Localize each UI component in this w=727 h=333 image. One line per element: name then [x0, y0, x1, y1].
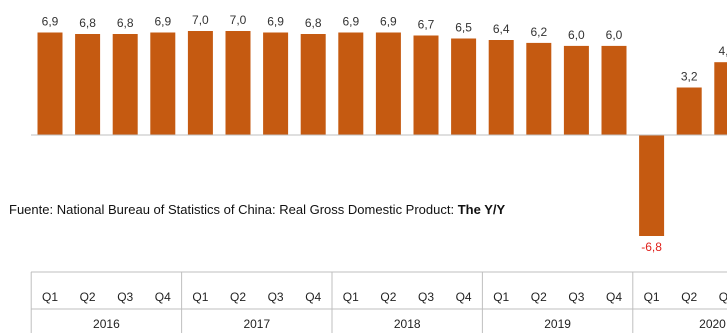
bar [526, 42, 552, 135]
bar [563, 45, 589, 135]
data-label: -6,8 [641, 240, 662, 254]
x-tick-label: Q3 [117, 290, 133, 304]
x-tick-label: Q1 [493, 290, 509, 304]
bar [263, 32, 289, 135]
bars-layer [37, 31, 727, 236]
data-label: 6,0 [606, 28, 623, 42]
x-group-label: 2020 [699, 317, 726, 331]
data-label: 6,8 [305, 16, 322, 30]
data-label: 6,9 [42, 15, 59, 29]
bar [37, 32, 63, 135]
x-group-label: 2019 [544, 317, 571, 331]
x-group-label: 2017 [243, 317, 270, 331]
x-tick-label: Q2 [531, 290, 547, 304]
bar [714, 62, 727, 136]
x-tick-label: Q1 [192, 290, 208, 304]
x-tick-label: Q2 [681, 290, 697, 304]
x-tick-label: Q1 [343, 290, 359, 304]
data-label: 6,9 [154, 15, 171, 29]
bar [451, 38, 477, 135]
bar [601, 45, 627, 135]
x-tick-label: Q3 [719, 290, 727, 304]
bar [488, 40, 514, 135]
x-tick-label: Q4 [606, 290, 622, 304]
data-label: 6,4 [493, 22, 510, 36]
x-tick-label: Q3 [268, 290, 284, 304]
x-axis: Q1 Q2 Q3 Q4 Q1 Q2 Q3 Q4 Q1 Q2 Q3 Q4 Q1 Q2 Q3 Q4 Q1 Q2 Q3 20… [30, 271, 727, 333]
data-label: 3,2 [681, 70, 698, 84]
x-tick-label: Q4 [155, 290, 171, 304]
x-tick-label: Q1 [42, 290, 58, 304]
x-tick-label: Q4 [456, 290, 472, 304]
x-tick-label: Q4 [305, 290, 321, 304]
data-label: 6,5 [455, 21, 472, 35]
x-tick-label: Q3 [568, 290, 584, 304]
source-prefix: Fuente: National Bureau of Statistics of… [9, 202, 458, 217]
data-label: 7,0 [230, 13, 247, 27]
x-tick-label: Q3 [418, 290, 434, 304]
bar [639, 135, 665, 236]
data-label: 6,8 [117, 16, 134, 30]
source-emphasis: The Y/Y [458, 202, 506, 217]
data-label: 6,9 [342, 15, 359, 29]
bar [225, 31, 251, 135]
x-tick-label: Q2 [230, 290, 246, 304]
source-note: Fuente: National Bureau of Statistics of… [9, 202, 505, 217]
data-label: 6,2 [530, 25, 547, 39]
x-group-label: 2016 [93, 317, 120, 331]
data-label: 6,9 [267, 15, 284, 29]
bar [75, 34, 101, 135]
bar [187, 31, 213, 135]
data-label: 4,9 [718, 44, 727, 58]
bar [413, 35, 439, 135]
bar [375, 32, 401, 135]
bar [112, 34, 138, 135]
x-tick-label: Q2 [80, 290, 96, 304]
value-labels-layer: 6,9 6,8 6,8 6,9 7,0 7,0 6,9 6,8 6,9 6,9 6,7 6,5 6,4 6… [42, 13, 727, 254]
bar [300, 34, 326, 135]
bar [676, 87, 702, 135]
data-label: 6,0 [568, 28, 585, 42]
bar [150, 32, 176, 135]
data-label: 6,9 [380, 15, 397, 29]
data-label: 6,7 [418, 18, 435, 32]
data-label: 7,0 [192, 13, 209, 27]
bar [338, 32, 364, 135]
data-label: 6,8 [79, 16, 96, 30]
x-tick-label: Q1 [644, 290, 660, 304]
x-tick-label: Q2 [380, 290, 396, 304]
x-group-label: 2018 [394, 317, 421, 331]
